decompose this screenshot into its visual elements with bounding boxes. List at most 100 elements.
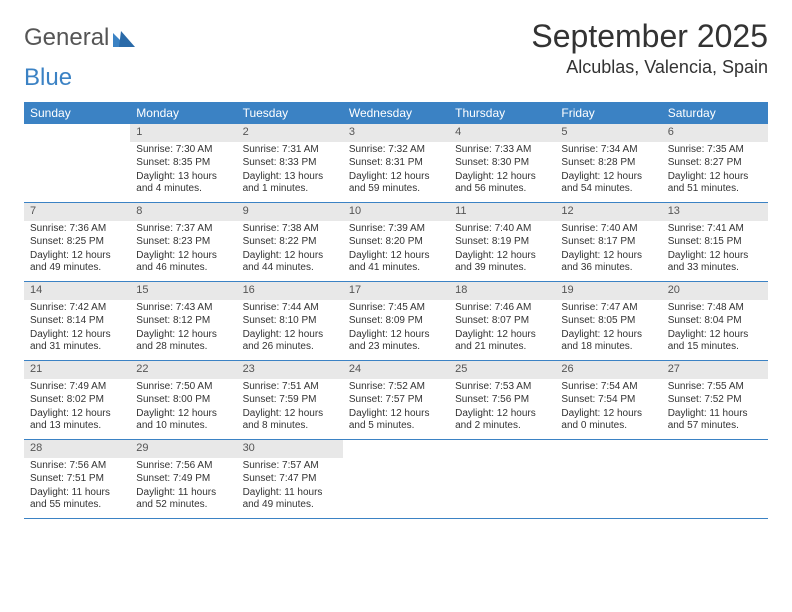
weekday-thursday: Thursday xyxy=(449,102,555,124)
day-number: 19 xyxy=(555,282,661,300)
day-content: Sunrise: 7:50 AMSunset: 8:00 PMDaylight:… xyxy=(130,379,236,438)
sunset-text: Sunset: 8:20 PM xyxy=(349,236,443,249)
day-content: Sunrise: 7:41 AMSunset: 8:15 PMDaylight:… xyxy=(662,221,768,280)
sunrise-text: Sunrise: 7:35 AM xyxy=(668,144,762,157)
daylight-text: Daylight: 12 hours and 2 minutes. xyxy=(455,408,549,433)
sunrise-text: Sunrise: 7:45 AM xyxy=(349,302,443,315)
daylight-text: Daylight: 12 hours and 54 minutes. xyxy=(561,171,655,196)
sunset-text: Sunset: 8:02 PM xyxy=(30,394,124,407)
sunrise-text: Sunrise: 7:54 AM xyxy=(561,381,655,394)
weeks-container: 1Sunrise: 7:30 AMSunset: 8:35 PMDaylight… xyxy=(24,124,768,519)
day-content: Sunrise: 7:31 AMSunset: 8:33 PMDaylight:… xyxy=(237,142,343,201)
month-title: September 2025 xyxy=(531,18,768,55)
sunrise-text: Sunrise: 7:40 AM xyxy=(561,223,655,236)
day-content: Sunrise: 7:34 AMSunset: 8:28 PMDaylight:… xyxy=(555,142,661,201)
day-cell xyxy=(662,440,768,518)
day-number: 13 xyxy=(662,203,768,221)
daylight-text: Daylight: 12 hours and 59 minutes. xyxy=(349,171,443,196)
day-content: Sunrise: 7:35 AMSunset: 8:27 PMDaylight:… xyxy=(662,142,768,201)
sunset-text: Sunset: 8:22 PM xyxy=(243,236,337,249)
day-cell: 12Sunrise: 7:40 AMSunset: 8:17 PMDayligh… xyxy=(555,203,661,281)
day-content: Sunrise: 7:30 AMSunset: 8:35 PMDaylight:… xyxy=(130,142,236,201)
sunrise-text: Sunrise: 7:38 AM xyxy=(243,223,337,236)
daylight-text: Daylight: 12 hours and 46 minutes. xyxy=(136,250,230,275)
sunset-text: Sunset: 7:49 PM xyxy=(136,473,230,486)
sunrise-text: Sunrise: 7:46 AM xyxy=(455,302,549,315)
day-number: 16 xyxy=(237,282,343,300)
sunset-text: Sunset: 8:27 PM xyxy=(668,157,762,170)
day-content: Sunrise: 7:43 AMSunset: 8:12 PMDaylight:… xyxy=(130,300,236,359)
sunset-text: Sunset: 7:54 PM xyxy=(561,394,655,407)
sunrise-text: Sunrise: 7:30 AM xyxy=(136,144,230,157)
sunrise-text: Sunrise: 7:51 AM xyxy=(243,381,337,394)
sunrise-text: Sunrise: 7:32 AM xyxy=(349,144,443,157)
day-cell: 5Sunrise: 7:34 AMSunset: 8:28 PMDaylight… xyxy=(555,124,661,202)
sunset-text: Sunset: 8:25 PM xyxy=(30,236,124,249)
week-row: 1Sunrise: 7:30 AMSunset: 8:35 PMDaylight… xyxy=(24,124,768,203)
daylight-text: Daylight: 12 hours and 10 minutes. xyxy=(136,408,230,433)
day-cell: 14Sunrise: 7:42 AMSunset: 8:14 PMDayligh… xyxy=(24,282,130,360)
day-cell: 10Sunrise: 7:39 AMSunset: 8:20 PMDayligh… xyxy=(343,203,449,281)
sunrise-text: Sunrise: 7:36 AM xyxy=(30,223,124,236)
day-cell: 30Sunrise: 7:57 AMSunset: 7:47 PMDayligh… xyxy=(237,440,343,518)
week-row: 7Sunrise: 7:36 AMSunset: 8:25 PMDaylight… xyxy=(24,203,768,282)
daylight-text: Daylight: 11 hours and 49 minutes. xyxy=(243,487,337,512)
sunrise-text: Sunrise: 7:53 AM xyxy=(455,381,549,394)
daylight-text: Daylight: 12 hours and 15 minutes. xyxy=(668,329,762,354)
sunset-text: Sunset: 8:19 PM xyxy=(455,236,549,249)
daylight-text: Daylight: 11 hours and 55 minutes. xyxy=(30,487,124,512)
daylight-text: Daylight: 12 hours and 0 minutes. xyxy=(561,408,655,433)
brand-part1: General xyxy=(24,24,109,52)
day-content: Sunrise: 7:38 AMSunset: 8:22 PMDaylight:… xyxy=(237,221,343,280)
week-row: 28Sunrise: 7:56 AMSunset: 7:51 PMDayligh… xyxy=(24,440,768,519)
day-cell: 7Sunrise: 7:36 AMSunset: 8:25 PMDaylight… xyxy=(24,203,130,281)
day-number: 29 xyxy=(130,440,236,458)
daylight-text: Daylight: 11 hours and 57 minutes. xyxy=(668,408,762,433)
weekday-sunday: Sunday xyxy=(24,102,130,124)
brand-triangle-icon xyxy=(113,29,135,47)
daylight-text: Daylight: 12 hours and 33 minutes. xyxy=(668,250,762,275)
weekday-saturday: Saturday xyxy=(662,102,768,124)
day-number: 23 xyxy=(237,361,343,379)
sunrise-text: Sunrise: 7:43 AM xyxy=(136,302,230,315)
day-cell: 26Sunrise: 7:54 AMSunset: 7:54 PMDayligh… xyxy=(555,361,661,439)
day-number: 21 xyxy=(24,361,130,379)
day-number: 4 xyxy=(449,124,555,142)
daylight-text: Daylight: 12 hours and 44 minutes. xyxy=(243,250,337,275)
day-cell: 29Sunrise: 7:56 AMSunset: 7:49 PMDayligh… xyxy=(130,440,236,518)
day-cell: 13Sunrise: 7:41 AMSunset: 8:15 PMDayligh… xyxy=(662,203,768,281)
sunrise-text: Sunrise: 7:34 AM xyxy=(561,144,655,157)
sunset-text: Sunset: 7:47 PM xyxy=(243,473,337,486)
weekday-header-row: SundayMondayTuesdayWednesdayThursdayFrid… xyxy=(24,102,768,124)
daylight-text: Daylight: 12 hours and 39 minutes. xyxy=(455,250,549,275)
week-row: 14Sunrise: 7:42 AMSunset: 8:14 PMDayligh… xyxy=(24,282,768,361)
daylight-text: Daylight: 12 hours and 5 minutes. xyxy=(349,408,443,433)
day-cell xyxy=(449,440,555,518)
sunset-text: Sunset: 8:05 PM xyxy=(561,315,655,328)
day-number: 14 xyxy=(24,282,130,300)
day-content: Sunrise: 7:57 AMSunset: 7:47 PMDaylight:… xyxy=(237,458,343,517)
sunset-text: Sunset: 8:33 PM xyxy=(243,157,337,170)
day-content: Sunrise: 7:55 AMSunset: 7:52 PMDaylight:… xyxy=(662,379,768,438)
day-content: Sunrise: 7:40 AMSunset: 8:17 PMDaylight:… xyxy=(555,221,661,280)
day-content: Sunrise: 7:47 AMSunset: 8:05 PMDaylight:… xyxy=(555,300,661,359)
daylight-text: Daylight: 12 hours and 23 minutes. xyxy=(349,329,443,354)
day-cell xyxy=(343,440,449,518)
day-content: Sunrise: 7:42 AMSunset: 8:14 PMDaylight:… xyxy=(24,300,130,359)
weekday-wednesday: Wednesday xyxy=(343,102,449,124)
day-number: 27 xyxy=(662,361,768,379)
day-cell: 28Sunrise: 7:56 AMSunset: 7:51 PMDayligh… xyxy=(24,440,130,518)
day-cell: 25Sunrise: 7:53 AMSunset: 7:56 PMDayligh… xyxy=(449,361,555,439)
day-number: 28 xyxy=(24,440,130,458)
day-cell: 1Sunrise: 7:30 AMSunset: 8:35 PMDaylight… xyxy=(130,124,236,202)
daylight-text: Daylight: 12 hours and 56 minutes. xyxy=(455,171,549,196)
sunrise-text: Sunrise: 7:41 AM xyxy=(668,223,762,236)
day-cell: 27Sunrise: 7:55 AMSunset: 7:52 PMDayligh… xyxy=(662,361,768,439)
daylight-text: Daylight: 12 hours and 13 minutes. xyxy=(30,408,124,433)
sunset-text: Sunset: 7:51 PM xyxy=(30,473,124,486)
sunrise-text: Sunrise: 7:47 AM xyxy=(561,302,655,315)
sunrise-text: Sunrise: 7:40 AM xyxy=(455,223,549,236)
day-number: 22 xyxy=(130,361,236,379)
day-content: Sunrise: 7:33 AMSunset: 8:30 PMDaylight:… xyxy=(449,142,555,201)
day-content: Sunrise: 7:56 AMSunset: 7:49 PMDaylight:… xyxy=(130,458,236,517)
